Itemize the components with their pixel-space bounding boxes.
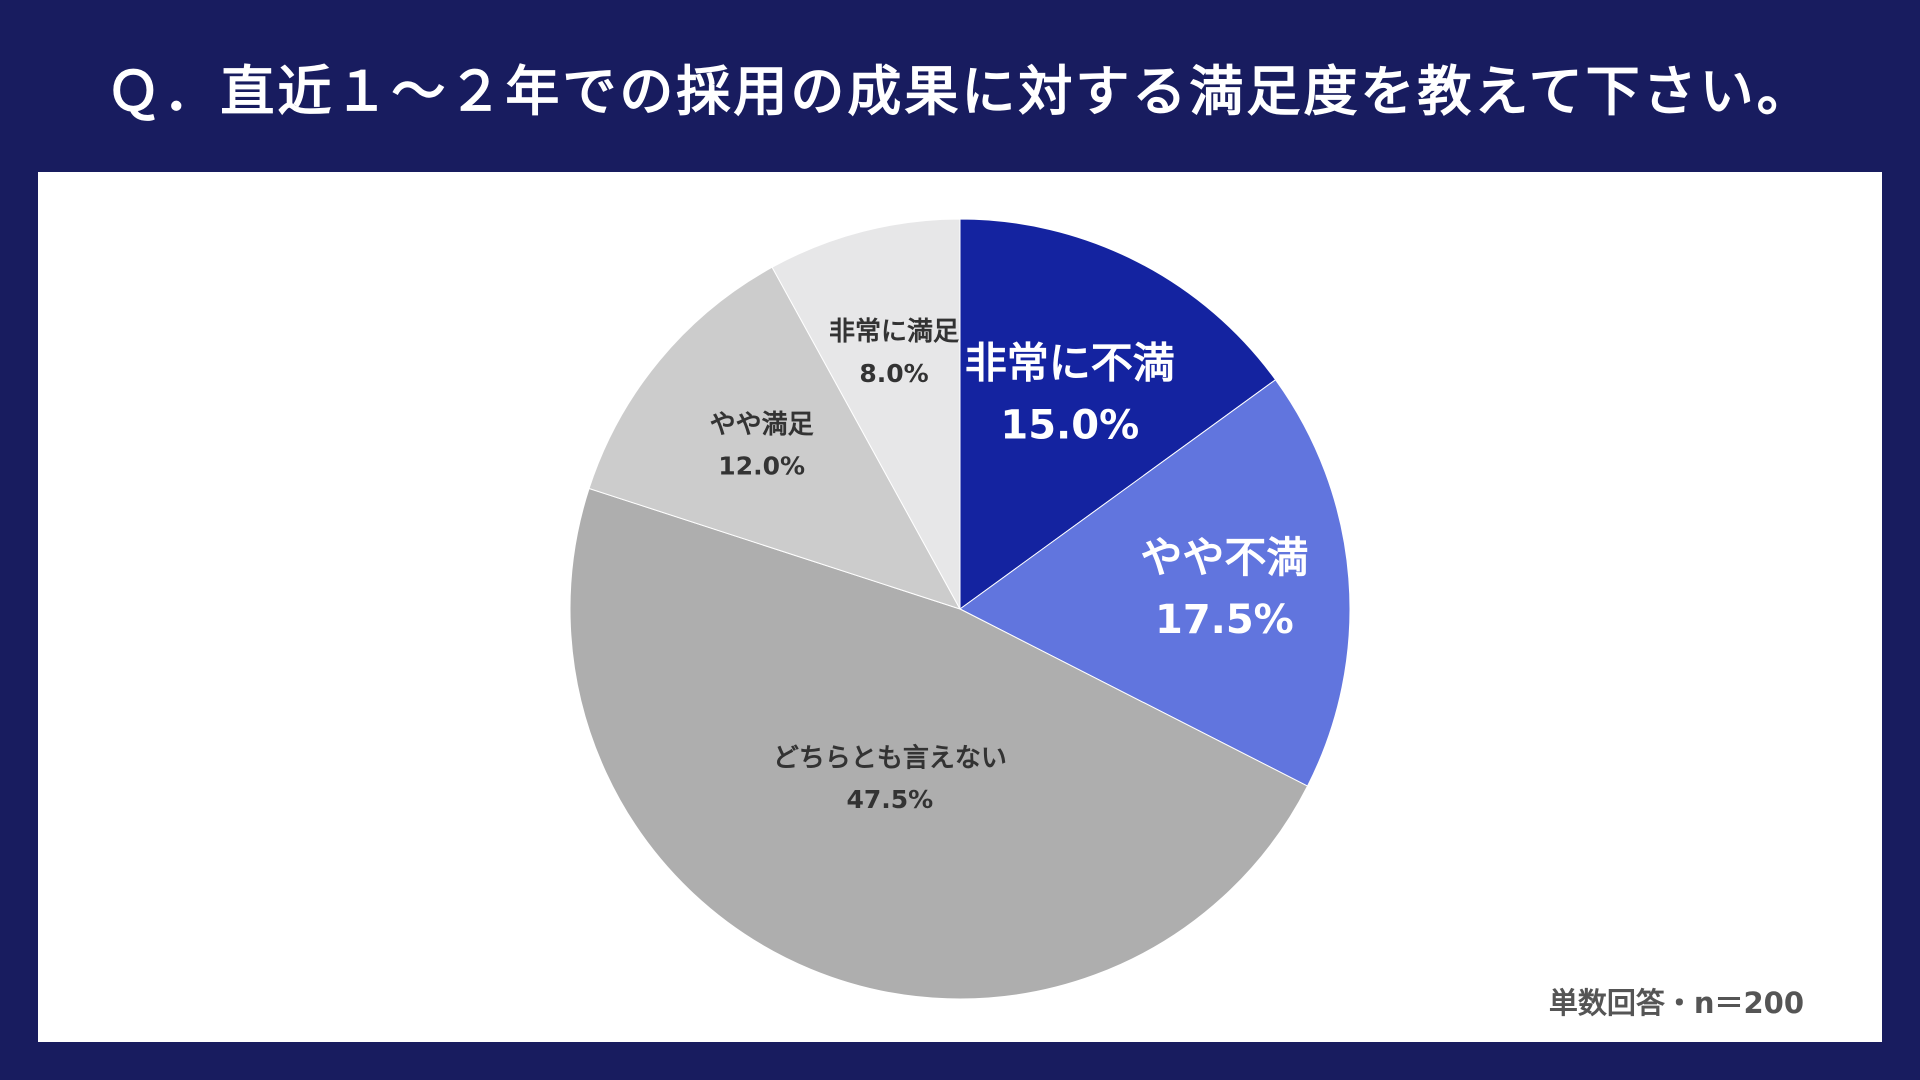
pie-slice-3 [569,487,1309,1000]
pie-slice-4 [588,266,962,610]
pie-slice-1 [959,218,1277,610]
slice-name-label: どちらとも言えない [773,743,1007,773]
pie-slice-5 [771,218,961,610]
slice-name-label: 非常に満足 [829,317,959,347]
question-title: Ｑ．直近１～２年での採用の成果に対する満足度を教えて下さい。 [106,59,1814,123]
sample-note: 単数回答・n＝200 [1548,986,1804,1020]
slice-name-label: やや不満 [1140,533,1308,582]
slice-value-label: 8.0% [859,359,928,388]
slice-value-label: 17.5% [1155,597,1294,643]
slice-value-label: 12.0% [718,452,805,481]
chart-panel: 非常に不満 15.0% やや不満 17.5% どちらとも言えない 47.5% やや満足 12.… [38,172,1882,1042]
pie-slice-2 [959,379,1351,787]
pie-chart: 非常に不満 15.0% やや不満 17.5% どちらとも言えない 47.5% やや満足 12.… [569,218,1351,1000]
slice-name-label: 非常に不満 [965,338,1175,387]
slice-name-label: やや満足 [710,410,814,440]
slice-value-label: 15.0% [1000,403,1139,449]
slice-value-label: 47.5% [846,785,933,814]
